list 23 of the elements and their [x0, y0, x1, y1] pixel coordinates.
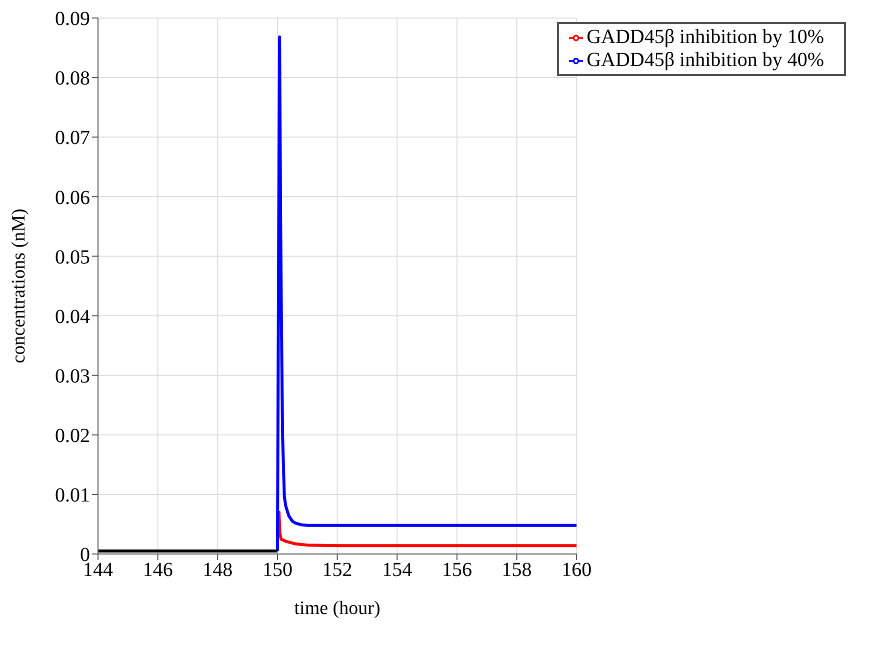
y-tick-label: 0.07	[55, 127, 90, 150]
x-tick-label: 160	[562, 559, 592, 582]
y-tick-label: 0.01	[55, 484, 90, 507]
y-tick-label: 0.05	[55, 246, 90, 268]
y-tick-label: 0.02	[55, 424, 90, 447]
legend-label: GADD45β inhibition by 40%	[586, 49, 824, 71]
y-tick-label: 0.08	[55, 68, 90, 90]
line-series	[276, 36, 577, 553]
x-tick-label: 152	[322, 559, 352, 582]
x-axis-title: time (hour)	[294, 598, 380, 619]
x-tick-label: 148	[202, 559, 233, 582]
x-tick-label: 158	[502, 559, 532, 582]
x-tick-label: 156	[442, 559, 472, 582]
y-tick-label: 0.06	[55, 186, 90, 209]
y-tick-label: 0.09	[55, 8, 90, 30]
y-tick-label: 0.04	[55, 306, 90, 328]
line-series	[276, 510, 577, 548]
y-axis-title: concentrations (nM)	[8, 208, 30, 364]
legend-label: GADD45β inhibition by 10%	[586, 26, 824, 48]
x-tick-label: 150	[262, 559, 292, 582]
x-tick-label: 154	[382, 559, 412, 582]
x-tick-label: 146	[142, 559, 173, 582]
y-tick-label: 0.03	[55, 365, 90, 388]
